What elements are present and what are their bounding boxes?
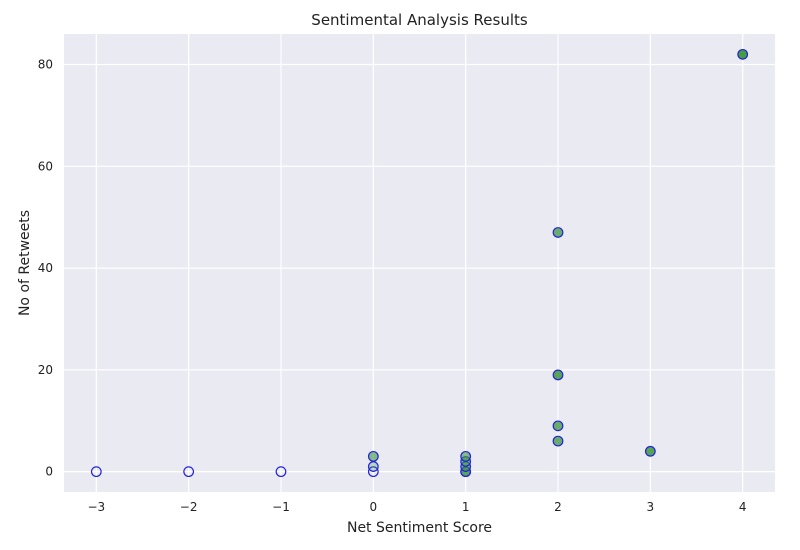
data-point [552, 435, 564, 447]
y-tick-label: 0 [45, 465, 53, 479]
y-tick-label: 80 [38, 58, 53, 72]
data-point [367, 466, 379, 478]
plot-background [64, 34, 775, 492]
data-point [737, 48, 749, 60]
data-point [552, 227, 564, 238]
data-point [644, 445, 656, 457]
y-tick-label: 20 [38, 363, 53, 377]
data-point [275, 466, 287, 478]
data-point [552, 369, 564, 381]
data-point [183, 466, 195, 478]
x-tick-label: 3 [647, 500, 655, 514]
data-point [367, 450, 379, 462]
x-tick-label: 2 [554, 500, 562, 514]
data-point [460, 450, 472, 462]
y-tick-label: 40 [38, 261, 53, 275]
x-tick-label: −2 [180, 500, 198, 514]
points-layer [90, 48, 749, 478]
data-point [90, 466, 102, 478]
y-tick-label: 60 [38, 159, 53, 173]
x-tick-label: 1 [462, 500, 470, 514]
data-point [367, 461, 379, 472]
x-tick-label: 4 [739, 500, 747, 514]
y-axis-label: No of Retweets [17, 210, 33, 316]
x-tick-label: −1 [272, 500, 290, 514]
x-tick-label: −3 [87, 500, 105, 514]
grid-layer [64, 34, 775, 492]
x-axis-label: Net Sentiment Score [347, 520, 492, 536]
x-tick-label: 0 [370, 500, 378, 514]
data-point [552, 420, 564, 432]
chart-title: Sentimental Analysis Results [311, 11, 528, 29]
